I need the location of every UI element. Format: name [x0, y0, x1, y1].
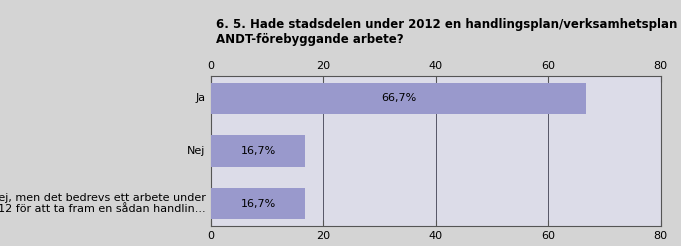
Bar: [211, 135, 305, 167]
Bar: [211, 188, 305, 219]
Text: 16,7%: 16,7%: [240, 146, 276, 156]
Text: 6. 5. Hade stadsdelen under 2012 en handlingsplan/verksamhetsplan eller motsvara: 6. 5. Hade stadsdelen under 2012 en hand…: [216, 18, 681, 46]
Text: 66,7%: 66,7%: [381, 93, 416, 103]
Text: 16,7%: 16,7%: [240, 199, 276, 209]
Bar: [211, 83, 586, 114]
